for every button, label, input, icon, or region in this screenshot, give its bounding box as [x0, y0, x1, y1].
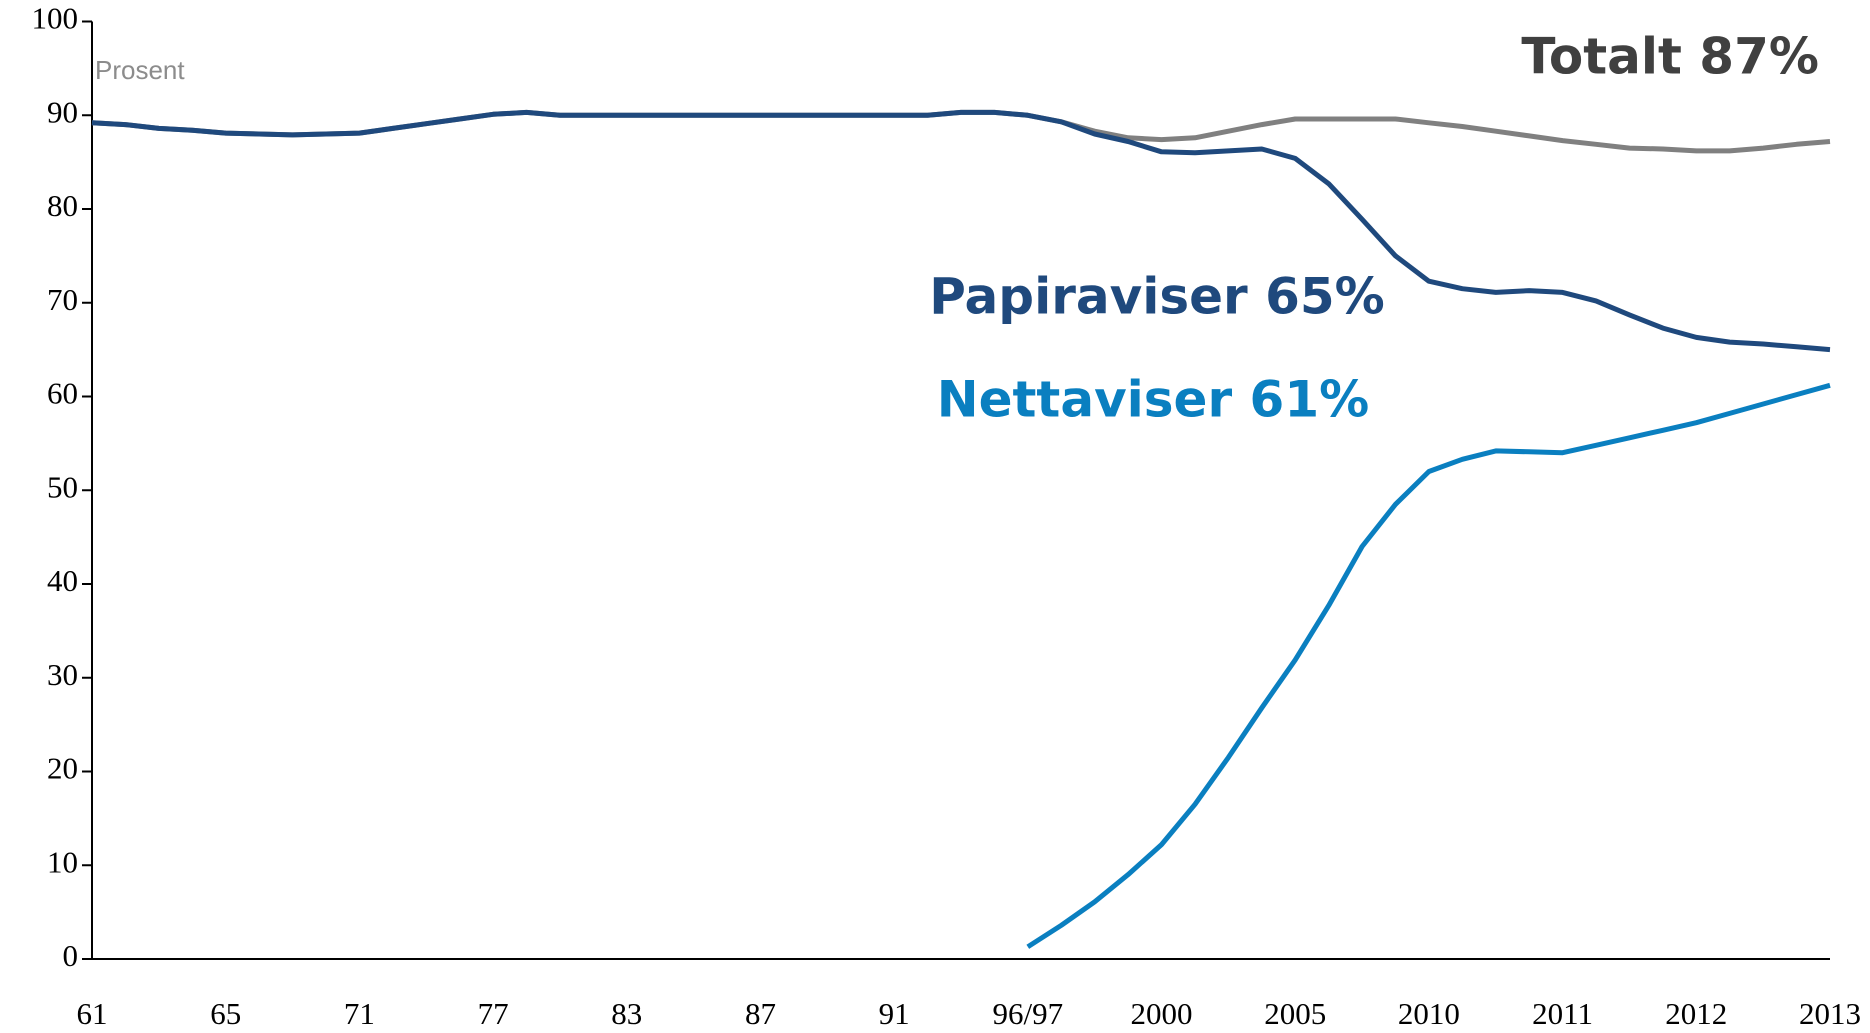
- series-line: [1026, 382, 1831, 949]
- x-tick-label: 2010: [1398, 996, 1460, 1031]
- y-axis-label: Prosent: [95, 55, 185, 85]
- x-tick-label: 65: [210, 996, 241, 1031]
- x-tick-label: 2005: [1264, 996, 1326, 1031]
- y-tick-label: 100: [32, 1, 79, 36]
- x-tick-label: 91: [879, 996, 910, 1031]
- x-tick-label: 96/97: [993, 996, 1064, 1031]
- series-label: Nettaviser 61%: [937, 371, 1369, 429]
- y-tick-label: 30: [47, 657, 78, 692]
- y-tick-label: 0: [63, 938, 79, 973]
- series-label: Papiraviser 65%: [929, 268, 1385, 326]
- x-tick-label: 77: [478, 996, 509, 1031]
- y-tick-label: 10: [47, 844, 78, 879]
- y-tick-label: 70: [47, 282, 78, 317]
- x-tick-label: 2011: [1532, 996, 1593, 1031]
- series-label: Totalt 87%: [1521, 28, 1819, 86]
- x-tick-label: 2013: [1799, 996, 1861, 1031]
- y-tick-label: 20: [47, 751, 78, 786]
- series-line: [91, 109, 1831, 353]
- x-tick-label: 71: [344, 996, 375, 1031]
- x-tick-label: 2000: [1131, 996, 1193, 1031]
- x-tick-label: 87: [745, 996, 776, 1031]
- y-tick-label: 60: [47, 376, 78, 411]
- y-tick-label: 50: [47, 469, 78, 504]
- y-tick-label: 90: [47, 94, 78, 129]
- y-tick-label: 40: [47, 563, 78, 598]
- x-tick-label: 61: [77, 996, 108, 1031]
- x-tick-label: 2012: [1665, 996, 1727, 1031]
- y-tick-label: 80: [47, 188, 78, 223]
- x-tick-label: 83: [611, 996, 642, 1031]
